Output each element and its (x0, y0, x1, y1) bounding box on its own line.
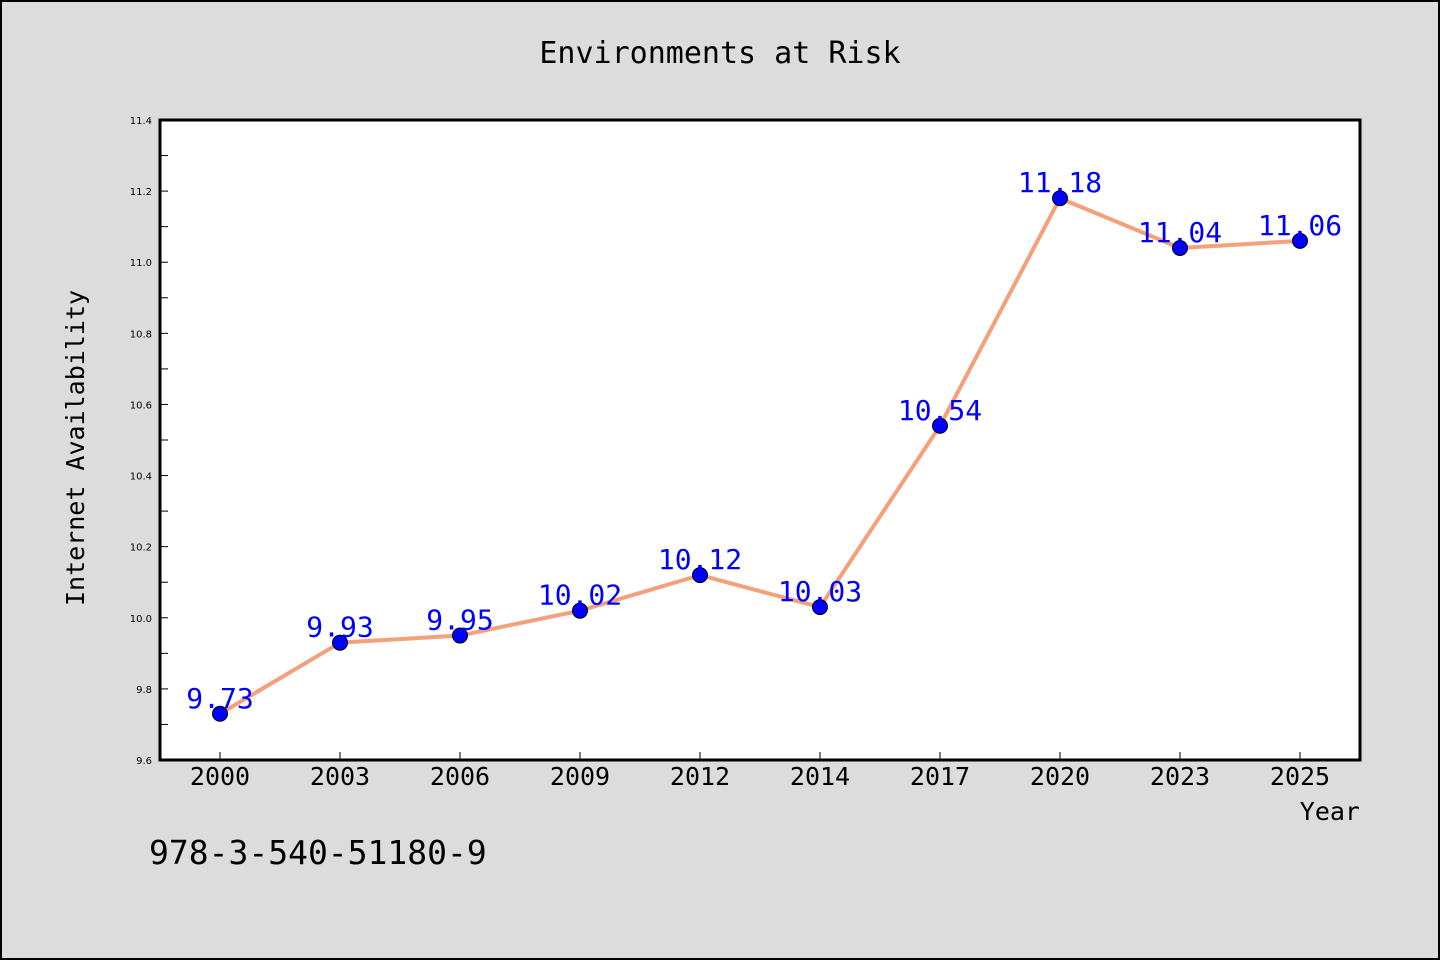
data-label: 10.54 (898, 394, 982, 427)
series-line (218, 196, 1302, 716)
x-tick-label: 2014 (790, 762, 850, 791)
x-tick-label: 2009 (550, 762, 610, 791)
data-point (452, 627, 468, 644)
data-point (692, 567, 708, 584)
y-axis: 9.6 9.8 10.0 10.2 10.4 10.6 10.8 11.0 11.2 11.4 (130, 116, 168, 767)
y-tick-label: 10.2 (130, 543, 152, 554)
y-tick-label: 9.6 (136, 756, 152, 767)
y-axis-label: Internet Availability (61, 290, 90, 606)
data-label: 10.02 (538, 579, 622, 612)
data-point (932, 417, 948, 434)
data-point (1172, 240, 1188, 256)
data-point (1292, 232, 1308, 249)
y-tick-label: 11.0 (130, 258, 152, 269)
x-tick-label: 2023 (1150, 762, 1210, 791)
data-label: 9.95 (426, 604, 493, 637)
x-tick-label: 2025 (1270, 762, 1330, 791)
x-tick-label: 2003 (310, 762, 370, 791)
data-point (212, 705, 228, 722)
y-tick-label: 10.6 (130, 400, 152, 411)
y-tick-label: 10.4 (130, 472, 152, 483)
data-point (332, 634, 348, 651)
isbn-annotation: 978-3-540-51180-9 (149, 833, 487, 872)
x-tick-label: 2000 (190, 762, 250, 791)
y-tick-label: 10.8 (130, 329, 152, 340)
data-label: 11.06 (1258, 209, 1342, 242)
y-tick-label: 10.0 (130, 614, 152, 625)
x-axis: 2000 2003 2006 2009 2012 2014 2017 2020 2023 2025 (190, 752, 1330, 791)
x-tick-label: 2006 (430, 762, 490, 791)
data-point (812, 599, 828, 616)
data-label: 9.93 (306, 611, 373, 644)
chart-title: Environments at Risk (539, 36, 900, 71)
y-tick-label: 9.8 (136, 685, 152, 696)
data-point (572, 602, 588, 619)
x-axis-label: Year (1300, 797, 1360, 826)
y-tick-label: 11.2 (130, 187, 152, 198)
y-tick-label: 11.4 (130, 116, 152, 127)
data-label: 11.18 (1018, 166, 1102, 199)
data-label: 10.12 (658, 543, 742, 576)
series-group: 9.73 9.93 9.95 10.02 10.12 10.03 10.54 11.18 11.… (186, 166, 1342, 722)
x-tick-label: 2017 (910, 762, 970, 791)
x-tick-label: 2012 (670, 762, 730, 791)
data-point (1052, 190, 1068, 207)
x-tick-label: 2020 (1030, 762, 1090, 791)
plot-area (158, 118, 1362, 762)
data-label: 9.73 (186, 682, 253, 715)
data-label: 11.04 (1138, 216, 1222, 249)
data-label: 10.03 (778, 575, 862, 608)
